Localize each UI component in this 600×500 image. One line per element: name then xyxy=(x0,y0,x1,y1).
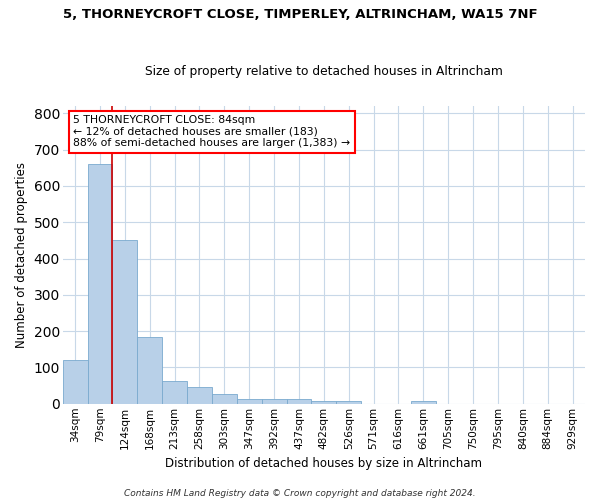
Bar xyxy=(112,240,137,404)
Bar xyxy=(336,401,361,404)
Bar xyxy=(212,394,237,404)
Bar xyxy=(88,164,112,404)
Bar xyxy=(262,399,287,404)
Bar xyxy=(237,400,262,404)
Title: Size of property relative to detached houses in Altrincham: Size of property relative to detached ho… xyxy=(145,66,503,78)
X-axis label: Distribution of detached houses by size in Altrincham: Distribution of detached houses by size … xyxy=(166,457,482,470)
Bar xyxy=(187,386,212,404)
Text: 5, THORNEYCROFT CLOSE, TIMPERLEY, ALTRINCHAM, WA15 7NF: 5, THORNEYCROFT CLOSE, TIMPERLEY, ALTRIN… xyxy=(62,8,538,20)
Bar xyxy=(63,360,88,404)
Bar xyxy=(137,338,162,404)
Text: Contains HM Land Registry data © Crown copyright and database right 2024.: Contains HM Land Registry data © Crown c… xyxy=(124,488,476,498)
Bar xyxy=(162,382,187,404)
Y-axis label: Number of detached properties: Number of detached properties xyxy=(15,162,28,348)
Bar xyxy=(287,399,311,404)
Bar xyxy=(411,401,436,404)
Text: 5 THORNEYCROFT CLOSE: 84sqm
← 12% of detached houses are smaller (183)
88% of se: 5 THORNEYCROFT CLOSE: 84sqm ← 12% of det… xyxy=(73,115,350,148)
Bar xyxy=(311,401,336,404)
